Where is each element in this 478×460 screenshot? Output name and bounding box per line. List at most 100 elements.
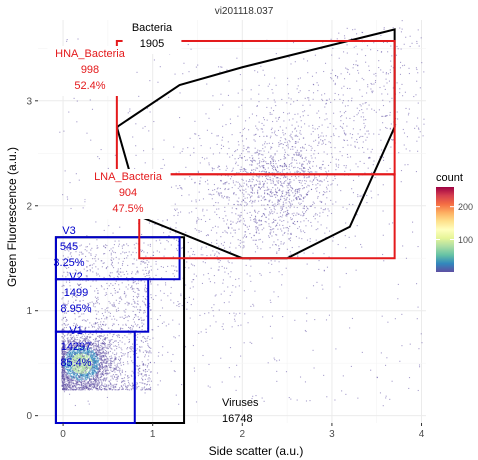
event-point [139, 382, 141, 384]
event-point [120, 385, 122, 387]
event-point [274, 154, 276, 156]
event-point [273, 218, 275, 220]
event-point [87, 346, 90, 348]
event-point [137, 316, 139, 318]
event-point [234, 184, 236, 186]
event-point [72, 361, 75, 363]
event-point [64, 312, 66, 314]
event-point [74, 338, 76, 340]
event-point [74, 341, 76, 343]
event-point [105, 359, 107, 361]
event-point [136, 388, 138, 390]
event-point [331, 156, 334, 158]
event-point [87, 372, 89, 375]
event-point [114, 349, 116, 351]
event-point [272, 213, 274, 215]
event-point [101, 388, 103, 391]
event-point [79, 251, 81, 253]
event-point [79, 329, 81, 331]
event-point [66, 366, 68, 368]
event-point [63, 263, 65, 265]
event-point [282, 192, 284, 194]
event-point [116, 364, 118, 366]
event-point [236, 149, 238, 151]
event-point [148, 270, 150, 272]
event-point [307, 176, 309, 178]
event-point [128, 383, 130, 385]
event-point [144, 371, 147, 373]
event-point [243, 195, 245, 197]
event-point [307, 208, 309, 210]
event-point [101, 359, 103, 361]
event-point [232, 221, 234, 223]
event-point [63, 261, 65, 263]
event-point [67, 379, 69, 381]
event-point [230, 176, 233, 178]
event-point [130, 333, 132, 335]
event-point [90, 373, 92, 375]
event-point [256, 222, 258, 224]
event-point [285, 191, 287, 193]
event-point [70, 336, 72, 338]
event-point [84, 333, 87, 335]
event-point [68, 375, 70, 377]
event-point [295, 151, 297, 153]
event-point [296, 197, 298, 200]
event-point [104, 337, 106, 339]
event-point [75, 347, 77, 349]
event-point [100, 355, 102, 357]
event-point [91, 363, 93, 365]
event-point [102, 366, 104, 368]
event-point [107, 369, 109, 371]
event-point [268, 214, 270, 216]
event-point [288, 164, 291, 166]
event-point [240, 211, 242, 214]
event-point [118, 371, 121, 373]
event-point [281, 185, 283, 187]
event-point [93, 362, 95, 364]
event-point [78, 264, 80, 266]
event-point [263, 170, 265, 172]
event-point [68, 383, 70, 385]
event-point [278, 203, 280, 205]
event-point [68, 382, 70, 384]
event-point [82, 370, 84, 372]
event-point [71, 346, 73, 348]
event-point [82, 350, 84, 353]
event-point [93, 359, 95, 361]
event-point [95, 361, 97, 363]
event-point [66, 349, 68, 351]
event-point [72, 357, 74, 359]
event-point [232, 236, 234, 238]
event-point [120, 358, 122, 360]
event-point [107, 266, 109, 268]
event-point [291, 157, 293, 159]
event-point [80, 386, 82, 388]
event-point [284, 162, 286, 164]
event-point [108, 389, 110, 391]
event-point [81, 326, 83, 328]
event-point [132, 362, 134, 364]
event-point [74, 309, 76, 311]
event-point [101, 361, 103, 363]
event-point [330, 212, 333, 215]
event-point [84, 345, 86, 347]
event-point [261, 128, 263, 130]
event-point [339, 151, 341, 153]
event-point [87, 387, 89, 389]
event-point [260, 195, 262, 197]
event-point [106, 352, 108, 354]
event-point [79, 359, 81, 361]
event-point [82, 345, 84, 347]
event-point [281, 171, 283, 173]
event-point [62, 333, 64, 335]
event-point [272, 231, 275, 233]
event-point [98, 369, 100, 371]
event-point [334, 175, 336, 177]
event-point [139, 365, 141, 367]
event-point [81, 355, 83, 357]
event-point [127, 375, 129, 377]
event-point [116, 334, 118, 336]
event-point [69, 362, 71, 364]
event-point [71, 363, 73, 365]
